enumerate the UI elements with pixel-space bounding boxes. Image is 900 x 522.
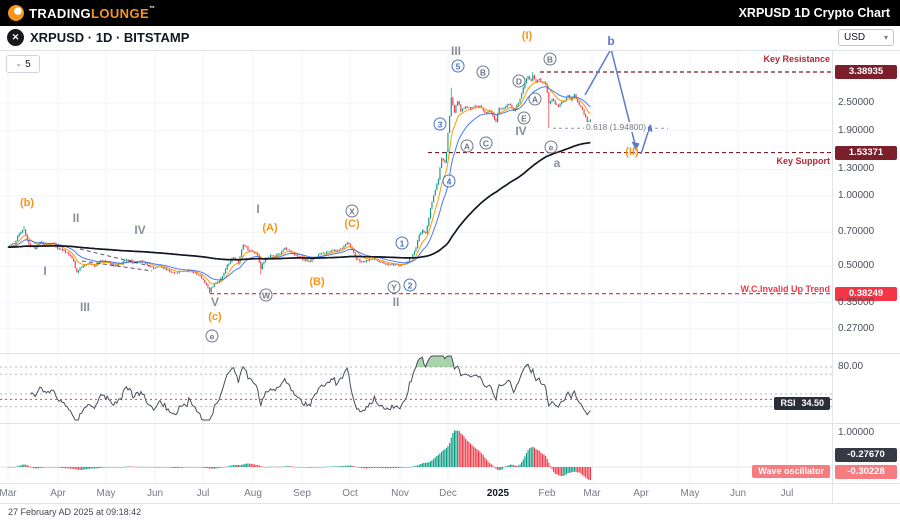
wave-oscillator-pill: Wave oscillator xyxy=(752,465,830,478)
last-update-timestamp: 27 February AD 2025 at 09:18:42 xyxy=(8,507,142,517)
rsi-name: RSI xyxy=(780,398,796,408)
invalid-up-trend-label: W.C.Invalid Up Trend xyxy=(740,284,830,294)
invalid-up-trend-badge: 0.38249 xyxy=(835,287,897,301)
wave-degree-button[interactable]: ⌄ 5 xyxy=(6,55,40,73)
currency-dropdown[interactable]: USD ▾ xyxy=(838,29,894,46)
top-header-bar: TradingLounge™ XRPUSD 1D Crypto Chart xyxy=(0,0,900,26)
ema-mid-line xyxy=(7,86,591,281)
ema-slow-line xyxy=(8,141,591,261)
symbol-toolbar: ✕ XRPUSD · 1D · BITSTAMP USD ▾ xyxy=(0,26,900,51)
wave-degree-value: 5 xyxy=(25,58,31,70)
up-projection-arrow xyxy=(640,125,651,155)
trendline-dashed xyxy=(81,260,153,272)
key-support-label: Key Support xyxy=(776,156,830,166)
ema-fast-line xyxy=(7,80,591,285)
key-resistance-label: Key Resistance xyxy=(763,54,830,64)
wave-osc-value-badge: -0.27670 xyxy=(835,448,897,462)
candles-layer xyxy=(7,72,591,294)
rsi-line xyxy=(30,355,591,421)
currency-value: USD xyxy=(844,32,866,43)
wave-oscillator-layer xyxy=(7,430,591,480)
osc-1-tick: 1.00000 xyxy=(838,427,875,438)
trademark-symbol: ™ xyxy=(149,5,156,12)
symbol-title: XRPUSD · 1D · BITSTAMP xyxy=(30,30,190,45)
key-resistance-badge: 3.38935 xyxy=(835,65,897,79)
chart-title: XRPUSD 1D Crypto Chart xyxy=(738,6,890,20)
rsi-value-pill: RSI 34.50 xyxy=(774,397,830,410)
fib-retracement-label: 0.618 (1.94800) xyxy=(584,122,649,132)
b-wave-projection-arrow xyxy=(584,47,637,149)
rsi-overbought-fill xyxy=(30,356,591,367)
wave-osc-signal-badge: -0.30228 xyxy=(835,465,897,479)
brand-trading: Trading xyxy=(29,5,92,21)
brand-lounge: Lounge xyxy=(91,5,150,21)
chevron-down-icon: ▾ xyxy=(883,33,888,42)
chevron-down-icon: ⌄ xyxy=(15,59,23,68)
tradinglounge-logo-icon xyxy=(8,5,24,21)
rsi-80-tick: 80.00 xyxy=(838,361,864,372)
key-support-badge: 1.53371 xyxy=(835,146,897,160)
xrp-logo-icon: ✕ xyxy=(7,29,24,46)
rsi-value: 34.50 xyxy=(801,398,824,408)
tradinglounge-logo-text: TradingLounge™ xyxy=(29,6,155,21)
tradinglounge-logo[interactable]: TradingLounge™ xyxy=(0,5,155,21)
trendline-dashed xyxy=(79,248,151,267)
grid-layer xyxy=(0,50,832,483)
